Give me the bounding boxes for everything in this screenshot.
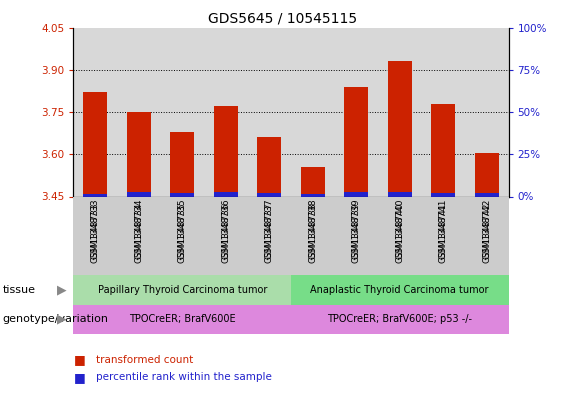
Bar — [214, 192, 238, 196]
Text: GSM1348737: GSM1348737 — [265, 198, 273, 259]
Text: ▶: ▶ — [57, 283, 67, 296]
Text: GSM1348735: GSM1348735 — [178, 198, 186, 259]
Bar — [73, 275, 291, 305]
Text: ■: ■ — [73, 353, 85, 366]
Text: ■: ■ — [73, 371, 85, 384]
Bar — [301, 167, 325, 196]
Text: GSM1348742: GSM1348742 — [483, 198, 491, 259]
Text: GSM1348740: GSM1348740 — [396, 198, 404, 259]
Text: GSM1348739: GSM1348739 — [352, 198, 360, 259]
Text: GSM1348736: GSM1348736 — [221, 203, 230, 263]
Bar — [291, 275, 508, 305]
Text: GSM1348741: GSM1348741 — [439, 198, 447, 259]
Bar — [475, 153, 499, 196]
Text: GSM1348736: GSM1348736 — [221, 198, 230, 259]
Text: GSM1348734: GSM1348734 — [134, 198, 143, 259]
Text: ▶: ▶ — [57, 313, 67, 326]
Bar — [127, 192, 151, 196]
Bar — [170, 193, 194, 196]
Text: transformed count: transformed count — [96, 354, 193, 365]
Bar — [73, 305, 291, 334]
Bar — [247, 196, 291, 275]
Bar — [291, 196, 334, 275]
Text: tissue: tissue — [3, 285, 36, 295]
Text: TPOCreER; BrafV600E; p53 -/-: TPOCreER; BrafV600E; p53 -/- — [327, 314, 472, 324]
Text: GSM1348738: GSM1348738 — [308, 198, 317, 259]
Text: GSM1348733: GSM1348733 — [91, 198, 99, 259]
Bar — [83, 194, 107, 196]
Bar — [388, 61, 412, 196]
Bar — [344, 192, 368, 196]
Text: GSM1348739: GSM1348739 — [352, 203, 360, 263]
Bar — [83, 92, 107, 196]
Text: GDS5645 / 10545115: GDS5645 / 10545115 — [208, 12, 357, 26]
Bar — [388, 192, 412, 196]
Bar — [127, 112, 151, 196]
Bar — [170, 132, 194, 196]
Text: percentile rank within the sample: percentile rank within the sample — [96, 372, 272, 382]
Bar — [378, 196, 421, 275]
Text: GSM1348737: GSM1348737 — [265, 203, 273, 263]
Bar — [344, 87, 368, 196]
Bar — [160, 196, 204, 275]
Bar — [257, 193, 281, 196]
Text: TPOCreER; BrafV600E: TPOCreER; BrafV600E — [129, 314, 236, 324]
Text: GSM1348738: GSM1348738 — [308, 203, 317, 263]
Text: GSM1348741: GSM1348741 — [439, 203, 447, 263]
Text: GSM1348734: GSM1348734 — [134, 203, 143, 263]
Bar — [431, 193, 455, 196]
Bar — [214, 107, 238, 196]
Bar — [475, 193, 499, 196]
Bar — [301, 194, 325, 196]
Bar — [465, 196, 508, 275]
Text: Papillary Thyroid Carcinoma tumor: Papillary Thyroid Carcinoma tumor — [98, 285, 267, 295]
Text: genotype/variation: genotype/variation — [3, 314, 109, 324]
Text: GSM1348742: GSM1348742 — [483, 203, 491, 263]
Bar — [431, 104, 455, 196]
Bar — [73, 196, 117, 275]
Text: GSM1348733: GSM1348733 — [91, 203, 99, 263]
Text: Anaplastic Thyroid Carcinoma tumor: Anaplastic Thyroid Carcinoma tumor — [311, 285, 489, 295]
Bar — [257, 137, 281, 196]
Bar — [334, 196, 378, 275]
Bar — [291, 305, 508, 334]
Bar — [204, 196, 247, 275]
Bar — [421, 196, 465, 275]
Bar — [117, 196, 160, 275]
Text: GSM1348735: GSM1348735 — [178, 203, 186, 263]
Text: GSM1348740: GSM1348740 — [396, 203, 404, 263]
